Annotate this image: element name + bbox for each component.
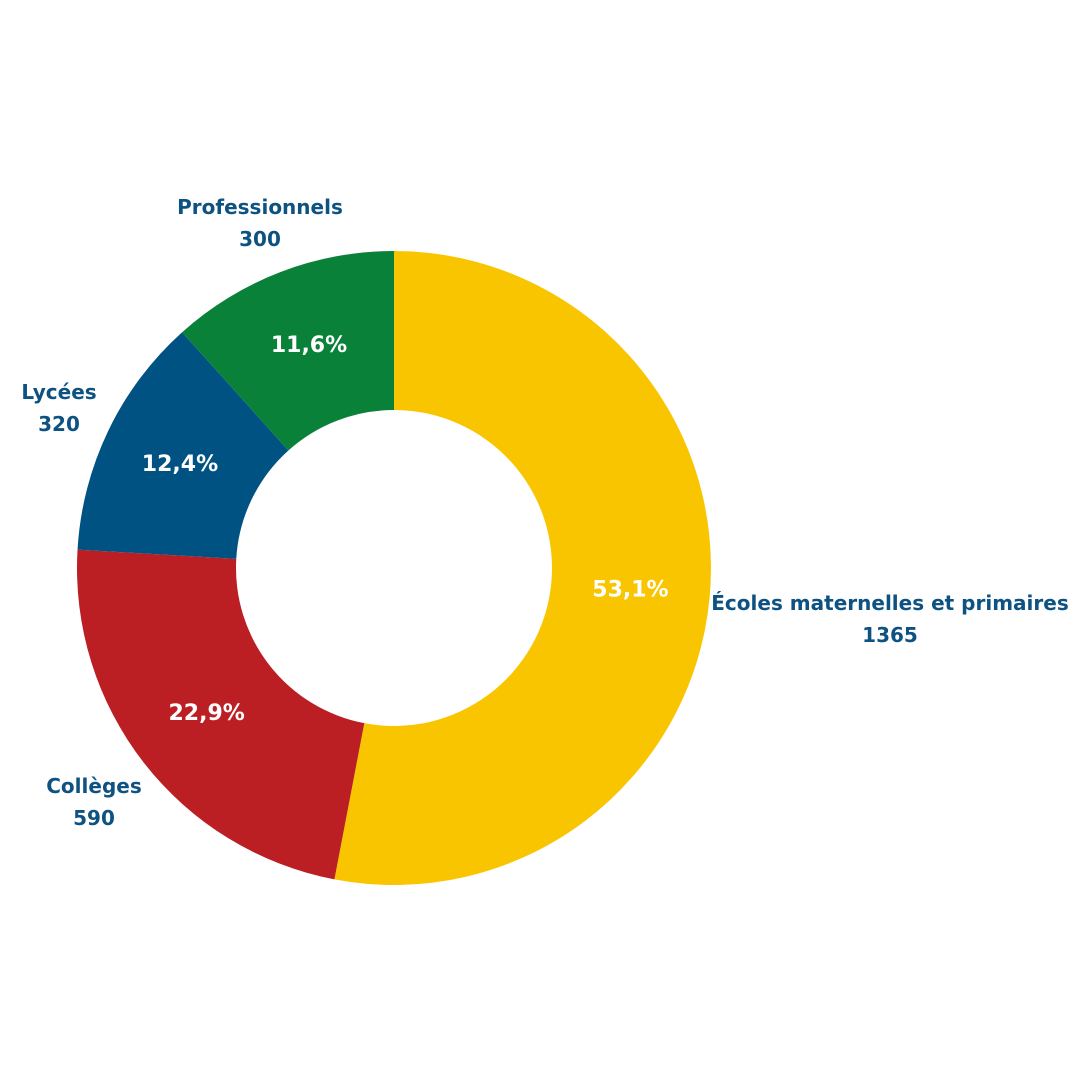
- value-label-ecoles-maternelles-et-primaires: 1365: [862, 623, 918, 647]
- percent-labels: 53,1% 22,9% 12,4% 11,6%: [142, 333, 669, 726]
- category-label-colleges: Collèges: [46, 774, 141, 798]
- category-label-lycees: Lycées: [21, 380, 96, 404]
- value-label-lycees: 320: [38, 412, 80, 436]
- slice-colleges: [77, 549, 365, 880]
- percent-label-lycees: 12,4%: [142, 452, 218, 477]
- category-label-professionnels: Professionnels: [177, 195, 343, 219]
- slice-professionnels: [182, 251, 394, 451]
- percent-label-colleges: 22,9%: [168, 701, 244, 726]
- slice-lycees: [77, 332, 289, 559]
- slice-ecoles-maternelles-et-primaires: [334, 251, 711, 885]
- donut-slices: [77, 251, 711, 885]
- category-labels: Écoles maternelles et primaires 1365 Collè…: [21, 195, 1068, 830]
- value-label-professionnels: 300: [239, 227, 281, 251]
- percent-label-ecoles-maternelles-et-primaires: 53,1%: [592, 577, 668, 602]
- category-label-ecoles-maternelles-et-primaires: Écoles maternelles et primaires: [711, 591, 1068, 615]
- percent-label-professionnels: 11,6%: [271, 333, 347, 358]
- value-label-colleges: 590: [73, 806, 115, 830]
